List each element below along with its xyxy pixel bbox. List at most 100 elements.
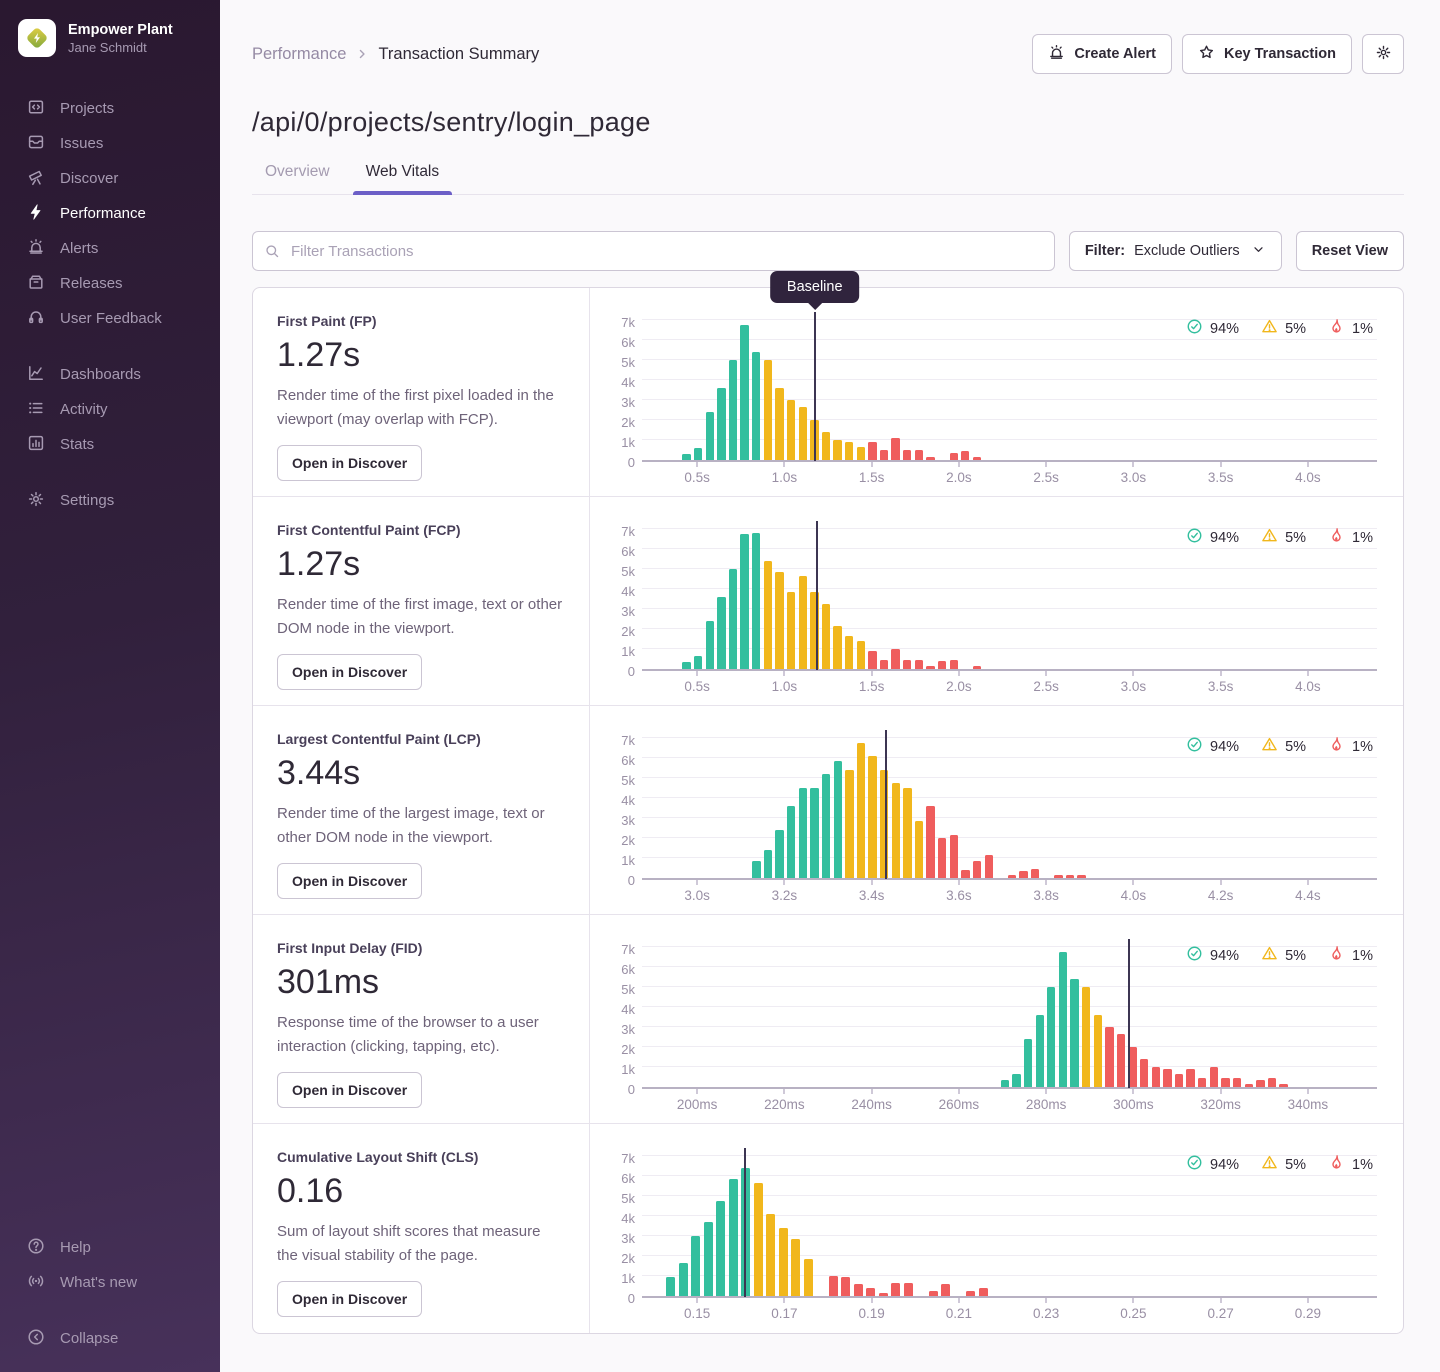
sidebar-item-activity[interactable]: Activity	[0, 392, 220, 427]
histogram-plot[interactable]: 94% 5% 1%	[642, 939, 1377, 1089]
sidebar-item-issues[interactable]: Issues	[0, 126, 220, 161]
baseline-marker[interactable]	[1127, 939, 1130, 1088]
tab-overview[interactable]: Overview	[265, 163, 330, 180]
histogram-bar-fail[interactable]	[868, 651, 877, 669]
histogram-bar-pass[interactable]	[1070, 979, 1079, 1087]
baseline-marker[interactable]	[885, 730, 888, 879]
histogram-bar-fail[interactable]	[928, 1291, 938, 1296]
outliers-filter-dropdown[interactable]: Filter: Exclude Outliers	[1068, 231, 1282, 271]
histogram-bar-pass[interactable]	[728, 360, 738, 460]
histogram-bar-pass[interactable]	[717, 597, 726, 669]
histogram-bar-fail[interactable]	[937, 661, 947, 669]
histogram-bar-fail[interactable]	[1077, 875, 1086, 878]
histogram-bar-warn[interactable]	[786, 592, 796, 669]
histogram-bar-fail[interactable]	[961, 451, 970, 460]
histogram-bar-pass[interactable]	[705, 412, 714, 460]
histogram-bar-fail[interactable]	[1030, 869, 1040, 878]
histogram-bar-warn[interactable]	[845, 636, 854, 669]
histogram-bar-pass[interactable]	[717, 388, 726, 460]
histogram-bar-pass[interactable]	[787, 806, 796, 878]
histogram-bar-fail[interactable]	[903, 450, 912, 460]
sidebar-item-alerts[interactable]: Alerts	[0, 231, 220, 266]
histogram-bar-warn[interactable]	[810, 592, 819, 669]
histogram-bar-fail[interactable]	[891, 438, 900, 460]
sidebar-item-stats[interactable]: Stats	[0, 427, 220, 462]
histogram-bar-fail[interactable]	[914, 660, 924, 669]
histogram-bar-fail[interactable]	[914, 450, 924, 460]
histogram-bar-fail[interactable]	[978, 1288, 988, 1296]
histogram-bar-pass[interactable]	[752, 861, 761, 878]
histogram-bar-fail[interactable]	[926, 457, 935, 460]
histogram-bar-fail[interactable]	[878, 1293, 888, 1296]
histogram-bar-pass[interactable]	[705, 621, 714, 669]
histogram-bar-fail[interactable]	[841, 1277, 851, 1296]
histogram-bar-fail[interactable]	[868, 442, 877, 460]
histogram-bar-fail[interactable]	[1140, 1059, 1149, 1087]
histogram-bar-fail[interactable]	[1007, 875, 1017, 878]
histogram-bar-fail[interactable]	[1267, 1078, 1277, 1087]
histogram-bar-warn[interactable]	[856, 447, 865, 460]
histogram-bar-warn[interactable]	[803, 1259, 813, 1296]
histogram-bar-pass[interactable]	[1023, 1039, 1033, 1087]
histogram-bar-warn[interactable]	[833, 440, 842, 460]
histogram-bar-pass[interactable]	[821, 774, 831, 878]
create-alert-button[interactable]: Create Alert	[1032, 34, 1172, 74]
histogram-bar-fail[interactable]	[949, 453, 958, 460]
histogram-bar-pass[interactable]	[716, 1201, 726, 1296]
sidebar-item-discover[interactable]: Discover	[0, 161, 220, 196]
histogram-bar-fail[interactable]	[1256, 1080, 1265, 1087]
histogram-bar-fail[interactable]	[1244, 1084, 1253, 1087]
histogram-bar-fail[interactable]	[941, 1284, 951, 1296]
baseline-marker[interactable]	[815, 521, 818, 670]
histogram-plot[interactable]: 94% 5% 1%	[642, 1148, 1377, 1298]
breadcrumb-performance[interactable]: Performance	[252, 44, 347, 63]
histogram-bar-pass[interactable]	[703, 1222, 713, 1296]
histogram-bar-pass[interactable]	[682, 454, 691, 460]
histogram-bar-fail[interactable]	[949, 835, 959, 878]
histogram-bar-pass[interactable]	[833, 761, 842, 878]
sidebar-item-performance[interactable]: Performance	[0, 196, 220, 231]
histogram-bar-pass[interactable]	[1000, 1080, 1010, 1087]
histogram-plot[interactable]: 94% 5% 1%	[642, 521, 1377, 671]
histogram-bar-fail[interactable]	[972, 666, 982, 669]
histogram-bar-pass[interactable]	[1058, 952, 1068, 1087]
histogram-bar-fail[interactable]	[984, 855, 993, 878]
histogram-bar-fail[interactable]	[879, 660, 889, 669]
histogram-bar-pass[interactable]	[775, 830, 784, 878]
histogram-bar-fail[interactable]	[879, 450, 889, 460]
histogram-bar-fail[interactable]	[926, 666, 935, 669]
histogram-bar-pass[interactable]	[694, 656, 703, 669]
histogram-bar-fail[interactable]	[866, 1288, 876, 1296]
histogram-bar-fail[interactable]	[1232, 1078, 1242, 1087]
histogram-bar-fail[interactable]	[1105, 1027, 1114, 1087]
histogram-bar-fail[interactable]	[1209, 1067, 1219, 1087]
reset-view-button[interactable]: Reset View	[1295, 231, 1404, 271]
open-in-discover-button[interactable]: Open in Discover	[277, 445, 423, 481]
histogram-bar-warn[interactable]	[879, 770, 889, 878]
histogram-bar-pass[interactable]	[682, 662, 691, 669]
histogram-bar-warn[interactable]	[1081, 987, 1091, 1087]
histogram-bar-warn[interactable]	[766, 1214, 776, 1296]
histogram-bar-pass[interactable]	[678, 1263, 688, 1296]
histogram-bar-warn[interactable]	[914, 821, 924, 878]
histogram-bar-fail[interactable]	[903, 1283, 913, 1296]
histogram-bar-warn[interactable]	[798, 576, 807, 669]
histogram-bar-warn[interactable]	[778, 1228, 788, 1296]
histogram-bar-warn[interactable]	[1093, 1015, 1102, 1087]
histogram-bar-pass[interactable]	[763, 850, 773, 878]
histogram-bar-pass[interactable]	[740, 534, 749, 669]
histogram-bar-fail[interactable]	[1163, 1069, 1172, 1087]
sidebar-item-collapse[interactable]: Collapse	[0, 1321, 220, 1356]
histogram-bar-fail[interactable]	[961, 870, 970, 878]
transaction-settings-button[interactable]	[1362, 34, 1404, 74]
histogram-bar-pass[interactable]	[694, 448, 703, 460]
histogram-bar-warn[interactable]	[903, 788, 912, 878]
histogram-bar-warn[interactable]	[821, 432, 831, 460]
org-switcher[interactable]: Empower Plant Jane Schmidt	[0, 0, 220, 71]
histogram-bar-pass[interactable]	[728, 569, 738, 669]
histogram-plot[interactable]: 94% 5% 1%	[642, 730, 1377, 880]
histogram-bar-pass[interactable]	[798, 788, 808, 878]
histogram-bar-warn[interactable]	[821, 604, 831, 669]
histogram-bar-pass[interactable]	[1012, 1074, 1021, 1087]
histogram-bar-fail[interactable]	[1019, 871, 1028, 878]
